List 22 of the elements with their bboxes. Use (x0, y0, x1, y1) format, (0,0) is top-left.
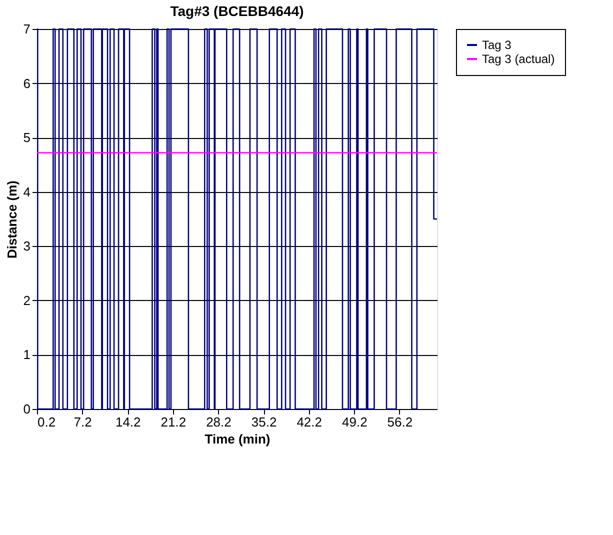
legend-label: Tag 3 (actual) (482, 52, 555, 66)
y-axis-title: Distance (m) (4, 180, 20, 259)
y-tick-label: 5 (23, 130, 30, 146)
x-tick-label: 14.2 (115, 414, 141, 430)
x-tick-label: 49.2 (342, 414, 368, 430)
y-tick-label: 4 (23, 184, 30, 200)
x-tick-label: 56.2 (387, 414, 413, 430)
x-tick-label: 0.2 (38, 414, 56, 430)
chart-title: Tag#3 (BCEBB4644) (170, 3, 304, 19)
x-tick-label: 42.2 (296, 414, 322, 430)
y-tick-label: 0 (23, 402, 30, 416)
legend-label: Tag 3 (482, 38, 512, 52)
y-tick-label: 2 (23, 292, 30, 308)
x-tick-label: 28.2 (206, 414, 232, 430)
x-tick-label: 7.2 (74, 414, 92, 430)
y-tick-label: 6 (23, 76, 30, 91)
x-axis-title: Time (min) (204, 432, 270, 446)
x-tick-label: 21.2 (160, 414, 186, 430)
y-tick-label: 1 (23, 347, 30, 362)
x-tick-label: 35.2 (251, 414, 277, 430)
y-tick-label: 3 (23, 238, 30, 254)
y-tick-label: 7 (23, 22, 30, 36)
